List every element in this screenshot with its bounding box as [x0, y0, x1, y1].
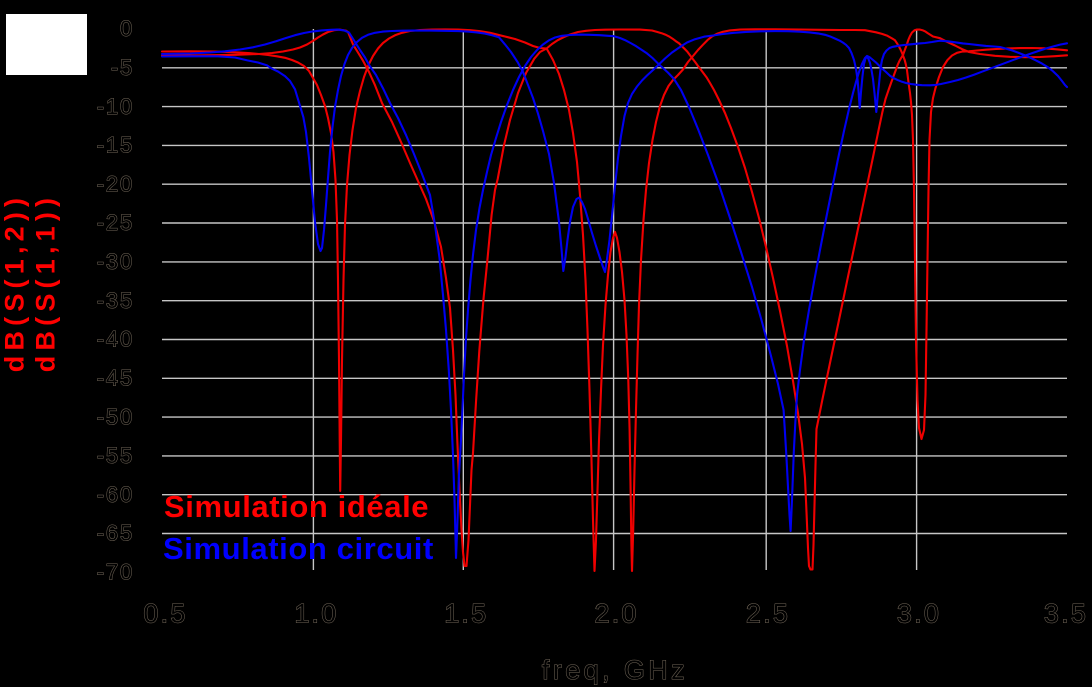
svg-text:-50: -50: [97, 404, 134, 429]
svg-text:-5: -5: [111, 55, 134, 80]
svg-text:2.5: 2.5: [746, 599, 790, 629]
svg-text:-10: -10: [97, 94, 134, 119]
svg-text:-15: -15: [97, 133, 134, 158]
svg-text:3.5: 3.5: [1044, 599, 1088, 629]
svg-text:1.5: 1.5: [444, 599, 488, 629]
svg-text:-35: -35: [97, 288, 134, 313]
svg-text:freq, GHz: freq, GHz: [542, 655, 688, 685]
svg-text:-20: -20: [97, 171, 134, 196]
svg-text:-30: -30: [97, 249, 134, 274]
svg-text:-55: -55: [97, 443, 134, 468]
svg-text:-70: -70: [97, 560, 134, 585]
svg-text:-40: -40: [97, 327, 134, 352]
svg-text:3.0: 3.0: [897, 599, 941, 629]
svg-text:-25: -25: [97, 210, 134, 235]
svg-text:0: 0: [120, 16, 134, 41]
svg-text:-60: -60: [97, 482, 134, 507]
svg-text:2.0: 2.0: [595, 599, 639, 629]
svg-text:0.5: 0.5: [143, 599, 187, 629]
svg-text:-45: -45: [97, 366, 134, 391]
svg-text:1.0: 1.0: [294, 599, 338, 629]
svg-text:-65: -65: [97, 521, 134, 546]
